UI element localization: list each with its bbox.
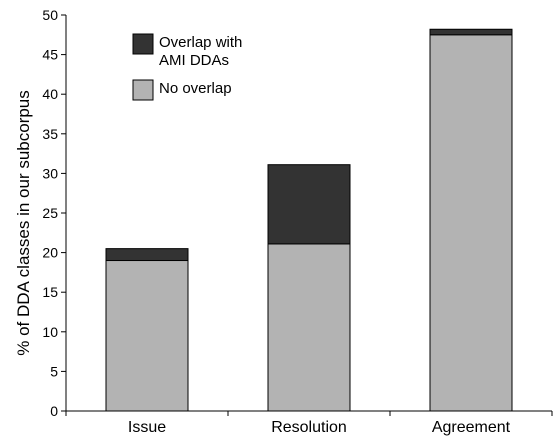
y-tick-label: 10 xyxy=(42,324,58,340)
bar-resolution-overlap xyxy=(267,164,351,245)
bar-issue-overlap xyxy=(105,248,189,262)
bar-issue-no-overlap xyxy=(105,260,189,412)
y-tick-label: 5 xyxy=(50,363,58,379)
legend-label: AMI DDAs xyxy=(159,52,229,69)
y-axis-title: % of DDA classes in our subcorpus xyxy=(14,90,33,356)
y-tick-label: 40 xyxy=(42,86,58,102)
y-tick-label: 45 xyxy=(42,47,58,63)
y-tick-label: 50 xyxy=(42,7,58,23)
y-tick-label: 30 xyxy=(42,165,58,181)
legend-label: No overlap xyxy=(159,80,232,97)
y-tick-label: 25 xyxy=(42,205,58,221)
y-tick-label: 20 xyxy=(42,245,58,261)
y-tick-label: 35 xyxy=(42,126,58,142)
x-tick-label: Agreement xyxy=(432,419,511,436)
x-tick-label: Resolution xyxy=(271,419,347,436)
y-tick-label: 0 xyxy=(50,403,58,419)
bar-agreement-overlap xyxy=(429,28,513,36)
legend-swatch-overlap xyxy=(132,33,154,55)
y-axis-title-group: % of DDA classes in our subcorpus xyxy=(14,90,33,356)
x-axis: Issue Resolution Agreement xyxy=(65,410,553,436)
y-axis: 0 5 10 15 20 25 30 35 40 45 50 xyxy=(42,7,67,419)
y-tick-label: 15 xyxy=(42,284,58,300)
bar-resolution-no-overlap xyxy=(267,243,351,412)
legend-swatch-no-overlap xyxy=(132,79,154,101)
x-tick-label: Issue xyxy=(128,419,166,436)
legend-label: Overlap with xyxy=(159,34,242,51)
bars xyxy=(105,28,513,412)
bar-agreement-no-overlap xyxy=(429,34,513,412)
